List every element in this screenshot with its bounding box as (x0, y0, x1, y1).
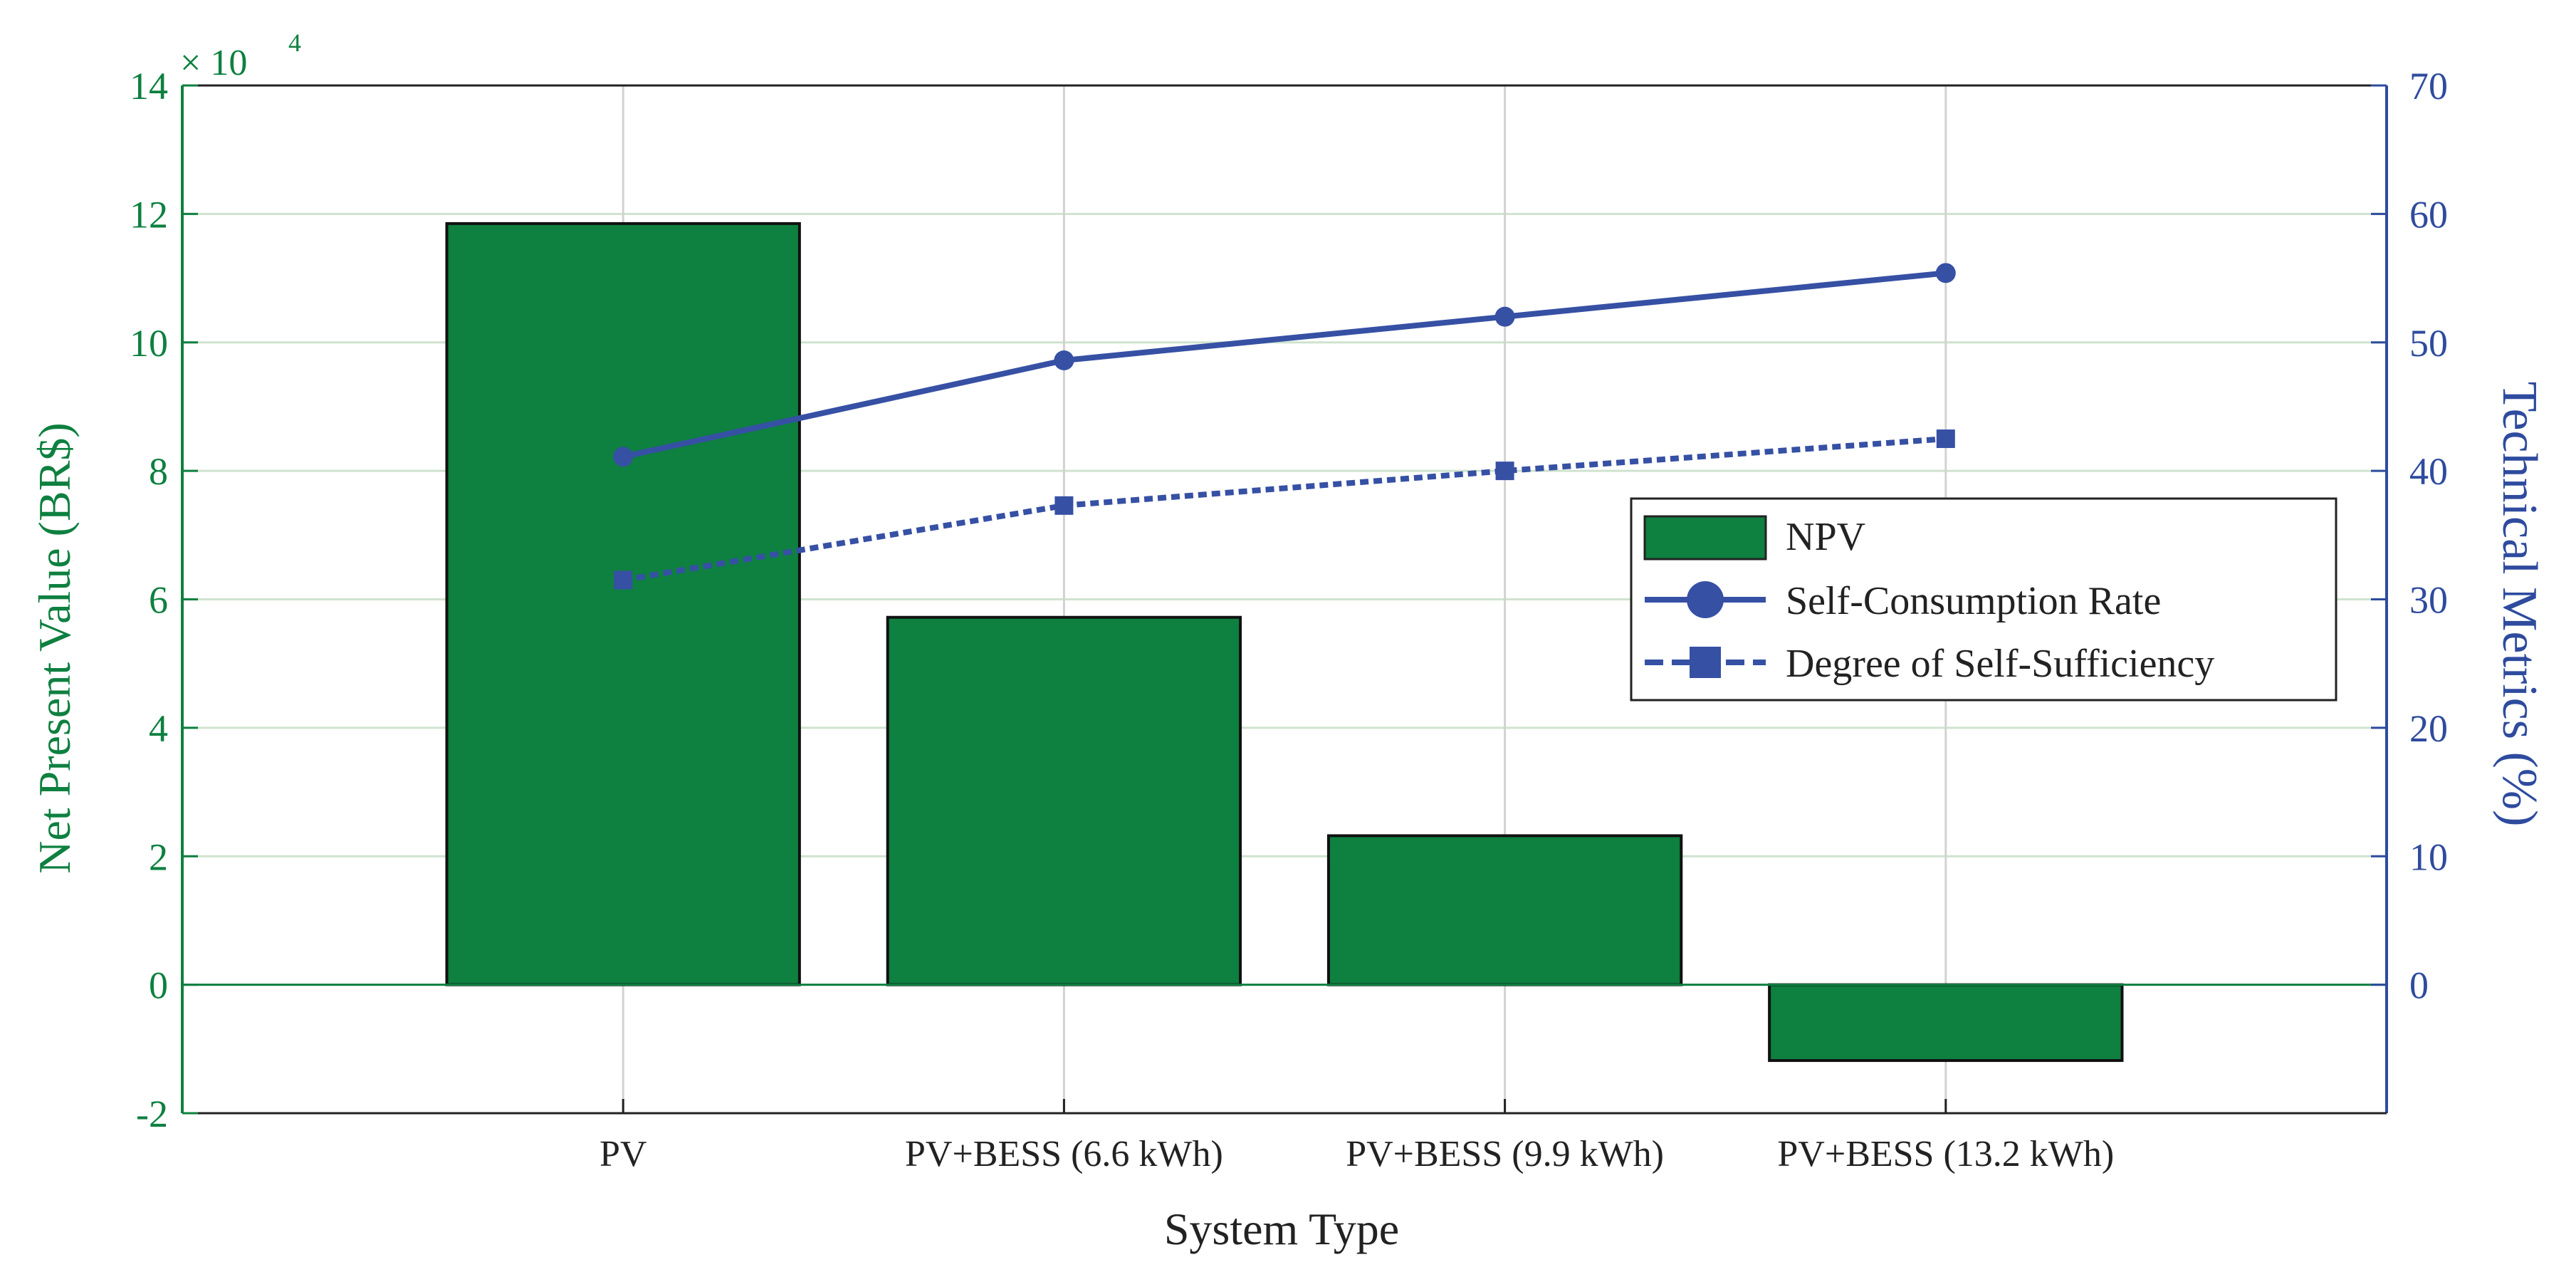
exponent-base: × 10 (180, 43, 247, 83)
bar-npv-1 (886, 615, 1242, 986)
y-right-tick-label: 50 (2409, 322, 2448, 365)
point-self-sufficiency-1 (1054, 496, 1074, 515)
y-left-tick-label: 8 (149, 450, 168, 493)
x-tick-label: PV+BESS (6.6 kWh) (905, 1134, 1223, 1174)
y-left-tick-label: -2 (136, 1093, 168, 1135)
y-left-tick-label: 4 (149, 707, 168, 750)
bar-npv-2 (1326, 834, 1683, 986)
exponent-power: 4 (288, 28, 301, 57)
legend-item-self-sufficiency: Degree of Self-Sufficiency (1645, 642, 2214, 686)
bar-npv-3 (1768, 983, 2124, 1063)
point-self-sufficiency-3 (1936, 429, 1955, 449)
x-tick-label: PV (600, 1134, 646, 1174)
legend: NPV Self-Consumption Rate Degree of Self… (1630, 497, 2337, 702)
point-self-consumption-3 (1935, 263, 1956, 283)
y-axis-right-label: Technical Metrics (%) (2492, 382, 2547, 827)
y-right-tick-label: 30 (2409, 579, 2448, 622)
legend-label-self-consumption: Self-Consumption Rate (1786, 579, 2161, 623)
point-self-consumption-0 (613, 447, 634, 467)
y-left-tick-label: 10 (130, 322, 168, 365)
y-right-tick-label: 10 (2409, 835, 2448, 878)
y-left-tick-label: 0 (149, 964, 168, 1007)
point-self-sufficiency-0 (614, 570, 633, 590)
exponent-label: × 10 4 (180, 28, 301, 83)
y-right-tick-label: 40 (2409, 450, 2448, 493)
x-tick-label: PV+BESS (9.9 kWh) (1346, 1134, 1664, 1174)
y-right-tick-label: 0 (2409, 964, 2429, 1007)
point-self-consumption-2 (1494, 306, 1515, 327)
y-left-tick-label: 2 (149, 835, 168, 878)
tick-labels: -2 0 2 4 6 8 10 12 14 0 10 20 30 40 50 60 70 PV PV+BESS (6… (130, 65, 2448, 1174)
legend-item-self-consumption: Self-Consumption Rate (1645, 579, 2161, 623)
line-self-consumption (622, 270, 1947, 460)
x-tick-label: PV+BESS (13.2 kWh) (1777, 1134, 2114, 1174)
axes (181, 84, 2388, 1115)
legend-marker-self-consumption (1687, 581, 1724, 618)
y-left-tick-label: 14 (130, 65, 168, 108)
y-left-tick-label: 12 (130, 193, 168, 236)
bar-npv-0 (445, 222, 801, 986)
y-right-tick-label: 60 (2409, 193, 2448, 236)
legend-label-self-sufficiency: Degree of Self-Sufficiency (1786, 642, 2214, 686)
line-self-sufficiency (622, 436, 1947, 583)
legend-item-npv: NPV (1643, 515, 1865, 561)
y-right-tick-label: 20 (2409, 707, 2448, 750)
y-left-tick-label: 6 (149, 579, 168, 622)
point-self-sufficiency-2 (1495, 462, 1514, 481)
legend-swatch-npv (1643, 515, 1767, 561)
y-axis-left-label: Net Present Value (BR$) (29, 422, 80, 873)
x-axis-label: System Type (1164, 1204, 1399, 1254)
point-self-consumption-1 (1054, 350, 1074, 371)
legend-marker-self-sufficiency (1690, 647, 1721, 678)
bars (182, 222, 2387, 1063)
y-right-tick-label: 70 (2409, 65, 2448, 108)
series-lines (613, 263, 1956, 590)
legend-label-npv: NPV (1786, 515, 1865, 559)
